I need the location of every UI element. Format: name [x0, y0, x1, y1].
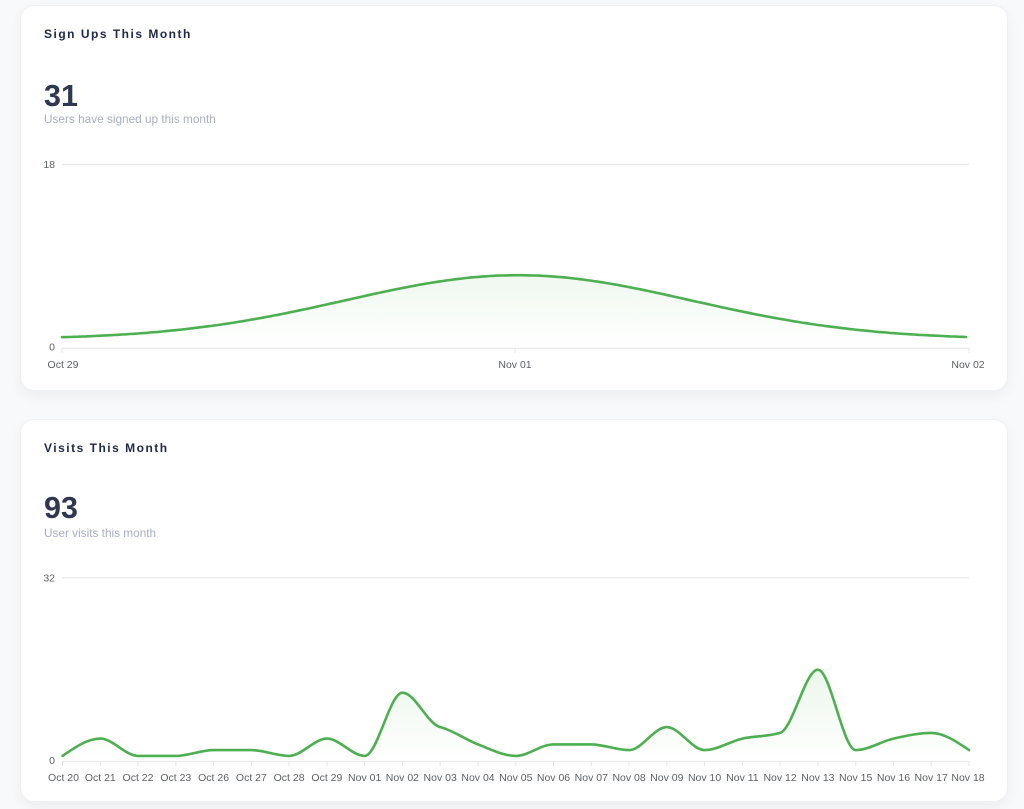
svg-text:Oct 27: Oct 27	[236, 772, 267, 784]
svg-text:Nov 12: Nov 12	[763, 772, 796, 784]
svg-text:Oct 22: Oct 22	[123, 772, 154, 784]
svg-text:Nov 15: Nov 15	[839, 772, 872, 784]
svg-text:Oct 26: Oct 26	[198, 772, 229, 784]
svg-text:Nov 01: Nov 01	[348, 772, 381, 784]
svg-text:Oct 20: Oct 20	[48, 772, 79, 784]
svg-text:Nov 04: Nov 04	[461, 772, 494, 784]
svg-text:Nov 02: Nov 02	[951, 359, 984, 371]
svg-text:Oct 23: Oct 23	[160, 772, 191, 784]
svg-text:Nov 07: Nov 07	[575, 772, 608, 784]
svg-text:Nov 09: Nov 09	[650, 772, 683, 784]
svg-text:Nov 03: Nov 03	[424, 772, 457, 784]
svg-text:0: 0	[49, 342, 55, 354]
svg-text:Oct 28: Oct 28	[274, 772, 305, 784]
svg-text:Nov 02: Nov 02	[386, 772, 419, 784]
svg-text:Nov 16: Nov 16	[877, 772, 910, 784]
svg-text:Nov 10: Nov 10	[688, 772, 721, 784]
svg-text:Nov 08: Nov 08	[612, 772, 645, 784]
svg-text:0: 0	[49, 755, 55, 767]
svg-text:Nov 13: Nov 13	[801, 772, 834, 784]
svg-text:32: 32	[43, 572, 55, 584]
svg-text:Nov 05: Nov 05	[499, 772, 532, 784]
svg-text:Oct 29: Oct 29	[48, 359, 79, 371]
svg-text:Nov 11: Nov 11	[726, 772, 759, 784]
svg-text:Nov 01: Nov 01	[498, 359, 531, 371]
svg-text:Oct 21: Oct 21	[85, 772, 116, 784]
svg-text:Nov 06: Nov 06	[537, 772, 570, 784]
svg-text:Nov 17: Nov 17	[915, 772, 948, 784]
svg-text:18: 18	[43, 159, 55, 171]
svg-text:Oct 29: Oct 29	[311, 772, 342, 784]
svg-text:Nov 18: Nov 18	[951, 772, 984, 784]
